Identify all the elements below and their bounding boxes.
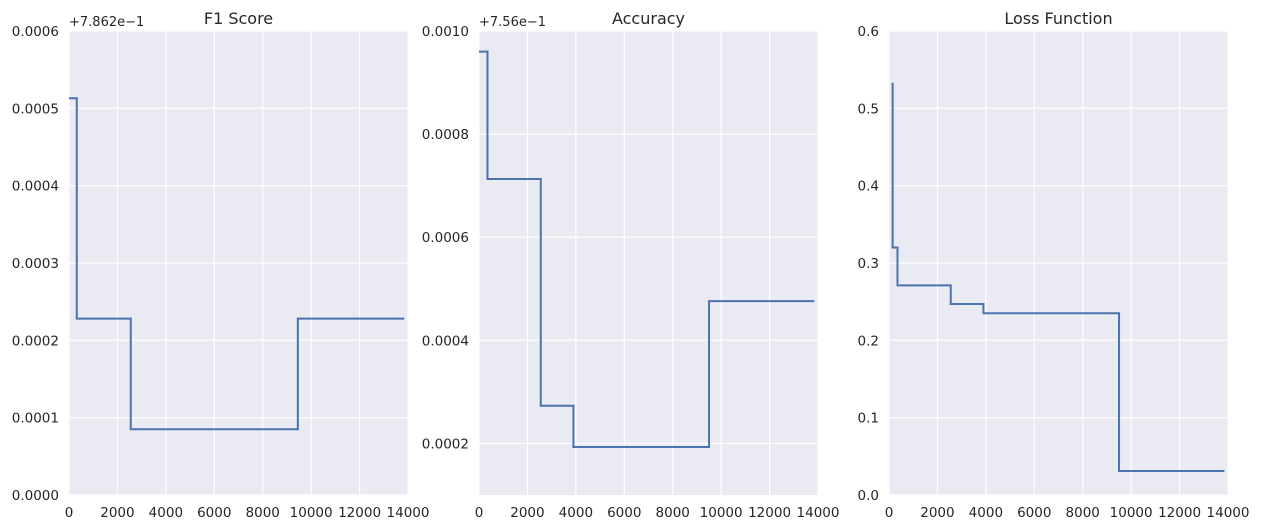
chart-loss-function: 0 2000 4000 6000 8000 10000 12000 14000 0.0 0.1 0.…: [858, 9, 1250, 521]
x-tick-label: 2000: [100, 505, 134, 521]
x-tick-label: 8000: [1066, 505, 1100, 521]
x-tick-label: 12000: [338, 505, 381, 521]
x-tick-label: 6000: [607, 505, 641, 521]
chart-title: Loss Function: [1004, 9, 1112, 28]
x-tick-label: 10000: [290, 505, 333, 521]
x-tick-label: 4000: [149, 505, 183, 521]
x-tick-label: 6000: [197, 505, 231, 521]
y-tick-label: 0.2: [858, 333, 879, 349]
y-tick-label: 0.3: [858, 256, 879, 272]
x-tick-label: 12000: [748, 505, 791, 521]
x-tick-label: 4000: [969, 505, 1003, 521]
x-tick-label: 8000: [656, 505, 690, 521]
y-tick-label: 0.0004: [422, 333, 469, 349]
series-line-loss-function: [891, 82, 1225, 473]
y-tick-label: 0.0008: [422, 127, 469, 143]
x-tick-label: 14000: [797, 505, 840, 521]
plot-area-accuracy: [479, 31, 818, 495]
y-tick-label: 0.4: [858, 179, 879, 195]
x-tick-label: 4000: [559, 505, 593, 521]
x-tick-label: 0: [885, 505, 894, 521]
y-tick-label: 0.0000: [12, 488, 59, 504]
x-tick-label: 2000: [920, 505, 954, 521]
y-tick-label: 0.0002: [422, 436, 469, 452]
y-tick-label: 0.0002: [12, 333, 59, 349]
y-tick-label: 0.0: [858, 488, 879, 504]
x-tick-label: 14000: [1207, 505, 1250, 521]
y-tick-label: 0.0003: [12, 256, 59, 272]
y-tick-label: 0.0004: [12, 179, 59, 195]
x-tick-label: 0: [65, 505, 74, 521]
y-tick-label: 0.0006: [12, 24, 59, 40]
y-offset-label: +7.56e−1: [479, 15, 546, 30]
chart-title: F1 Score: [204, 9, 273, 28]
y-tick-label: 0.5: [858, 101, 879, 117]
x-tick-label: 8000: [246, 505, 280, 521]
x-tick-label: 10000: [1110, 505, 1153, 521]
x-tick-label: 2000: [510, 505, 544, 521]
y-offset-label: +7.862e−1: [69, 15, 144, 30]
chart-title: Accuracy: [612, 9, 685, 28]
y-tick-label: 0.0005: [12, 101, 59, 117]
y-tick-label: 0.6: [858, 24, 879, 40]
y-tick-label: 0.0001: [12, 411, 59, 427]
x-tick-label: 12000: [1158, 505, 1201, 521]
x-tick-label: 10000: [700, 505, 743, 521]
y-tick-label: 0.0006: [422, 230, 469, 246]
y-tick-label: 0.0010: [422, 24, 469, 40]
series-line-f1-score: [69, 97, 405, 431]
x-tick-label: 6000: [1017, 505, 1051, 521]
y-tick-label: 0.1: [858, 411, 879, 427]
chart-f1-score: 0 2000 4000 6000 8000 10000 12000 14000 0.0000 0.…: [12, 9, 430, 521]
x-tick-label: 0: [475, 505, 484, 521]
series-line-accuracy: [479, 50, 815, 449]
chart-accuracy: 0 2000 4000 6000 8000 10000 12000 14000 0.0002 0.…: [422, 9, 840, 521]
x-tick-label: 14000: [387, 505, 430, 521]
